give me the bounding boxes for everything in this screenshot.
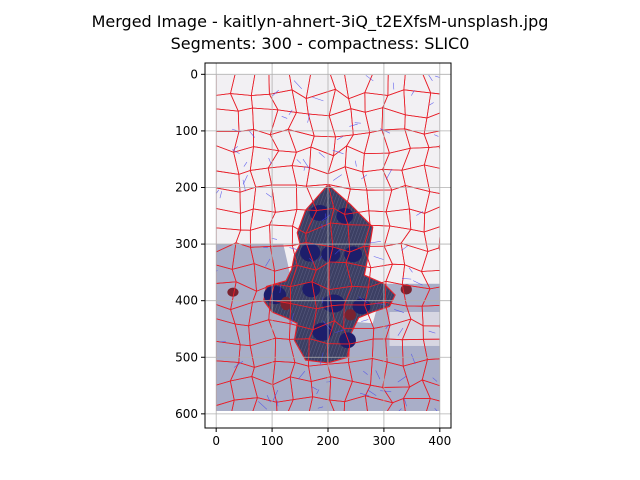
superpixel (343, 395, 368, 411)
superpixel (423, 112, 440, 135)
superpixel (422, 338, 440, 360)
superpixel (422, 75, 440, 95)
figure-title-line1: Merged Image - kaitlyn-ahnert-3iQ_t2EXfs… (91, 12, 549, 31)
x-tick-label: 300 (372, 434, 395, 448)
dark-blob (352, 298, 371, 315)
y-tick-label: 300 (175, 237, 198, 251)
dark-blob (339, 332, 356, 349)
superpixel (402, 398, 431, 411)
superpixel (442, 339, 463, 362)
y-tick-label: 500 (175, 350, 198, 364)
dark-blob (302, 281, 321, 298)
y-axis: 0 100 200 300 400 500 600 (175, 67, 205, 421)
superpixel (231, 397, 259, 411)
superpixel (421, 379, 440, 402)
superpixel (443, 358, 463, 386)
superpixel (446, 269, 464, 290)
superpixel (386, 397, 406, 411)
x-axis: 0 100 200 300 400 (212, 428, 451, 448)
superpixel (444, 192, 463, 208)
superpixel (329, 399, 346, 411)
superpixel (441, 204, 464, 227)
superpixel (420, 269, 440, 290)
dark-blob (312, 322, 333, 341)
y-tick-label: 100 (175, 124, 198, 138)
superpixel (420, 247, 440, 272)
dark-blob (322, 294, 345, 313)
superpixel (423, 146, 440, 169)
superpixel (421, 358, 440, 387)
superpixel (443, 384, 463, 403)
figure-title-line2: Segments: 300 - compactness: SLIC0 (170, 34, 470, 53)
slic-lines (216, 75, 440, 411)
y-tick-label: 200 (175, 180, 198, 194)
dark-blob (309, 205, 330, 221)
y-tick-label: 400 (175, 294, 198, 308)
superpixel (444, 170, 463, 194)
grid (205, 63, 451, 428)
superpixel (426, 92, 440, 119)
x-tick-label: 400 (428, 434, 451, 448)
y-tick-label: 0 (190, 67, 198, 81)
superpixel (288, 396, 314, 411)
superpixel (441, 74, 463, 94)
superpixel (252, 397, 278, 411)
background-band (389, 311, 440, 346)
superpixel (445, 400, 463, 423)
dark-blob (344, 246, 363, 263)
superpixel (423, 206, 440, 233)
maroon-patch (227, 287, 239, 297)
superpixel (276, 399, 294, 411)
superpixel (426, 397, 440, 411)
segmented-image (216, 74, 464, 440)
superpixel (344, 418, 369, 440)
x-tick-label: 0 (212, 434, 220, 448)
maroon-patch (344, 309, 356, 321)
y-tick-label: 600 (175, 407, 198, 421)
superpixel (422, 325, 440, 340)
superpixel (442, 112, 463, 137)
x-tick-label: 100 (261, 434, 284, 448)
superpixel (308, 396, 335, 411)
superpixel (441, 92, 463, 113)
x-tick-label: 200 (317, 434, 340, 448)
maroon-patch (280, 296, 292, 311)
superpixel (216, 399, 235, 411)
superpixel (446, 285, 463, 305)
